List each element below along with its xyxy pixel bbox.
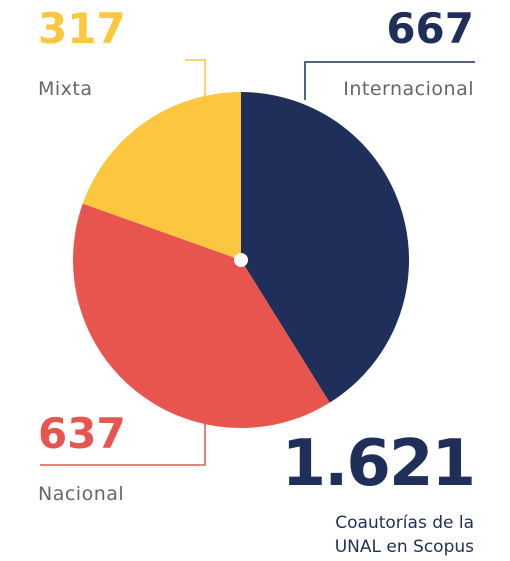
pie-slice [241,92,410,403]
pie-slice [82,92,242,260]
pie-slice [73,203,330,429]
category-label: Nacional [38,483,124,505]
value-label: 317 [38,4,126,53]
caption: Coautorías de la [335,513,474,533]
category-label: Mixta [38,78,93,100]
value-label: 637 [38,409,126,458]
pie [73,92,410,429]
total: 1.621 [282,427,474,501]
caption: UNAL en Scopus [335,537,474,557]
category-label: Internacional [343,78,474,100]
leader-line [40,420,206,466]
value-label: 667 [386,4,474,53]
leader-line [304,61,475,100]
center-dot [234,253,248,267]
leader-line [185,59,206,98]
